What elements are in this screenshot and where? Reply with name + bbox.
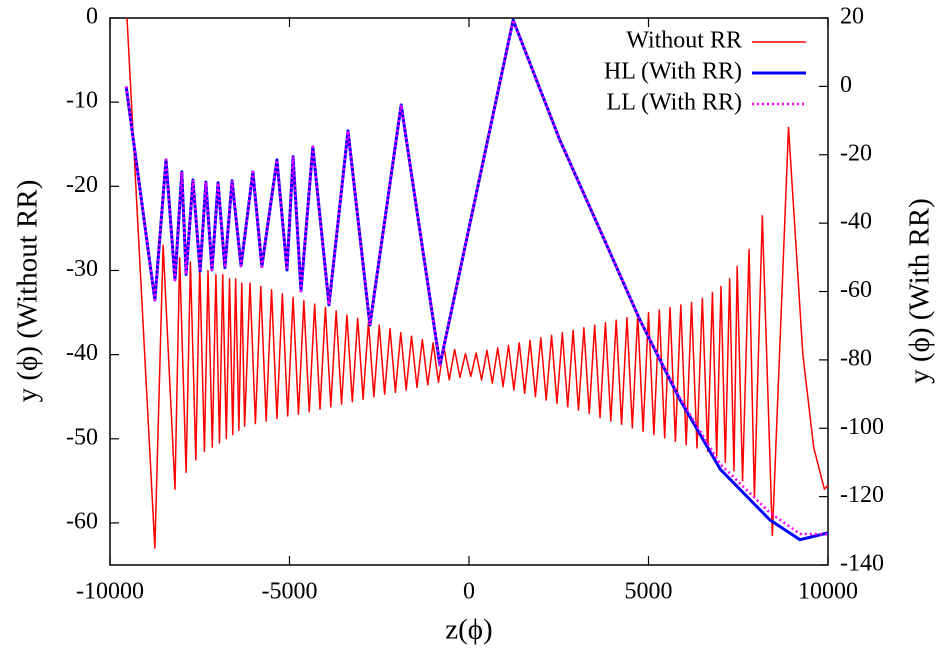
- x-tick-label: 5000: [625, 579, 673, 605]
- x-tick-label: 0: [463, 579, 475, 605]
- x-tick-label: -5000: [262, 579, 318, 605]
- y2-tick-label: -40: [840, 209, 872, 235]
- y2-tick-label: -140: [840, 551, 884, 577]
- y-tick-label: 0: [86, 4, 98, 30]
- y-tick-label: -60: [66, 508, 98, 534]
- y2-tick-label: -20: [840, 140, 872, 166]
- x-axis-label: z(ϕ): [445, 614, 492, 646]
- x-tick-label: -10000: [76, 579, 144, 605]
- data-line: [126, 17, 829, 549]
- y-tick-label: -40: [66, 340, 98, 366]
- y2-tick-label: -120: [840, 482, 884, 508]
- y-tick-label: -30: [66, 256, 98, 282]
- x-tick-label: 10000: [798, 579, 858, 605]
- legend-label: LL (With RR): [607, 90, 742, 116]
- y-tick-label: -10: [66, 88, 98, 114]
- y-tick-label: -20: [66, 172, 98, 198]
- y2-tick-label: -60: [840, 277, 872, 303]
- legend-label: HL (With RR): [604, 59, 742, 85]
- y2-tick-label: 0: [840, 72, 852, 98]
- y2-tick-label: -80: [840, 345, 872, 371]
- legend-label: Without RR: [626, 28, 742, 54]
- y2-tick-label: -100: [840, 414, 884, 440]
- data-line: [124, 18, 829, 536]
- y-axis-label: y (ϕ) (Without RR): [12, 180, 44, 403]
- y2-tick-label: 20: [840, 4, 864, 30]
- y-tick-label: -50: [66, 424, 98, 450]
- y2-axis-label: y (ϕ) (With RR): [904, 198, 936, 384]
